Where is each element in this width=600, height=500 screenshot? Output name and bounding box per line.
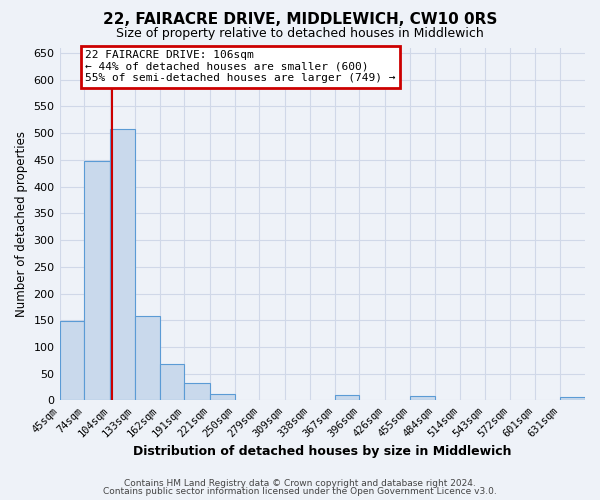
X-axis label: Distribution of detached houses by size in Middlewich: Distribution of detached houses by size … <box>133 444 512 458</box>
Bar <box>560 397 585 400</box>
Bar <box>210 394 235 400</box>
Text: Contains HM Land Registry data © Crown copyright and database right 2024.: Contains HM Land Registry data © Crown c… <box>124 478 476 488</box>
Bar <box>335 395 359 400</box>
Bar <box>59 322 85 400</box>
Bar <box>85 161 110 400</box>
Text: 22, FAIRACRE DRIVE, MIDDLEWICH, CW10 0RS: 22, FAIRACRE DRIVE, MIDDLEWICH, CW10 0RS <box>103 12 497 28</box>
Text: Size of property relative to detached houses in Middlewich: Size of property relative to detached ho… <box>116 28 484 40</box>
Text: Contains public sector information licensed under the Open Government Licence v3: Contains public sector information licen… <box>103 487 497 496</box>
Y-axis label: Number of detached properties: Number of detached properties <box>15 131 28 317</box>
Text: 22 FAIRACRE DRIVE: 106sqm
← 44% of detached houses are smaller (600)
55% of semi: 22 FAIRACRE DRIVE: 106sqm ← 44% of detac… <box>85 50 395 84</box>
Bar <box>160 364 184 401</box>
Bar <box>135 316 160 400</box>
Bar <box>410 396 434 400</box>
Bar <box>110 130 135 400</box>
Bar <box>184 384 210 400</box>
